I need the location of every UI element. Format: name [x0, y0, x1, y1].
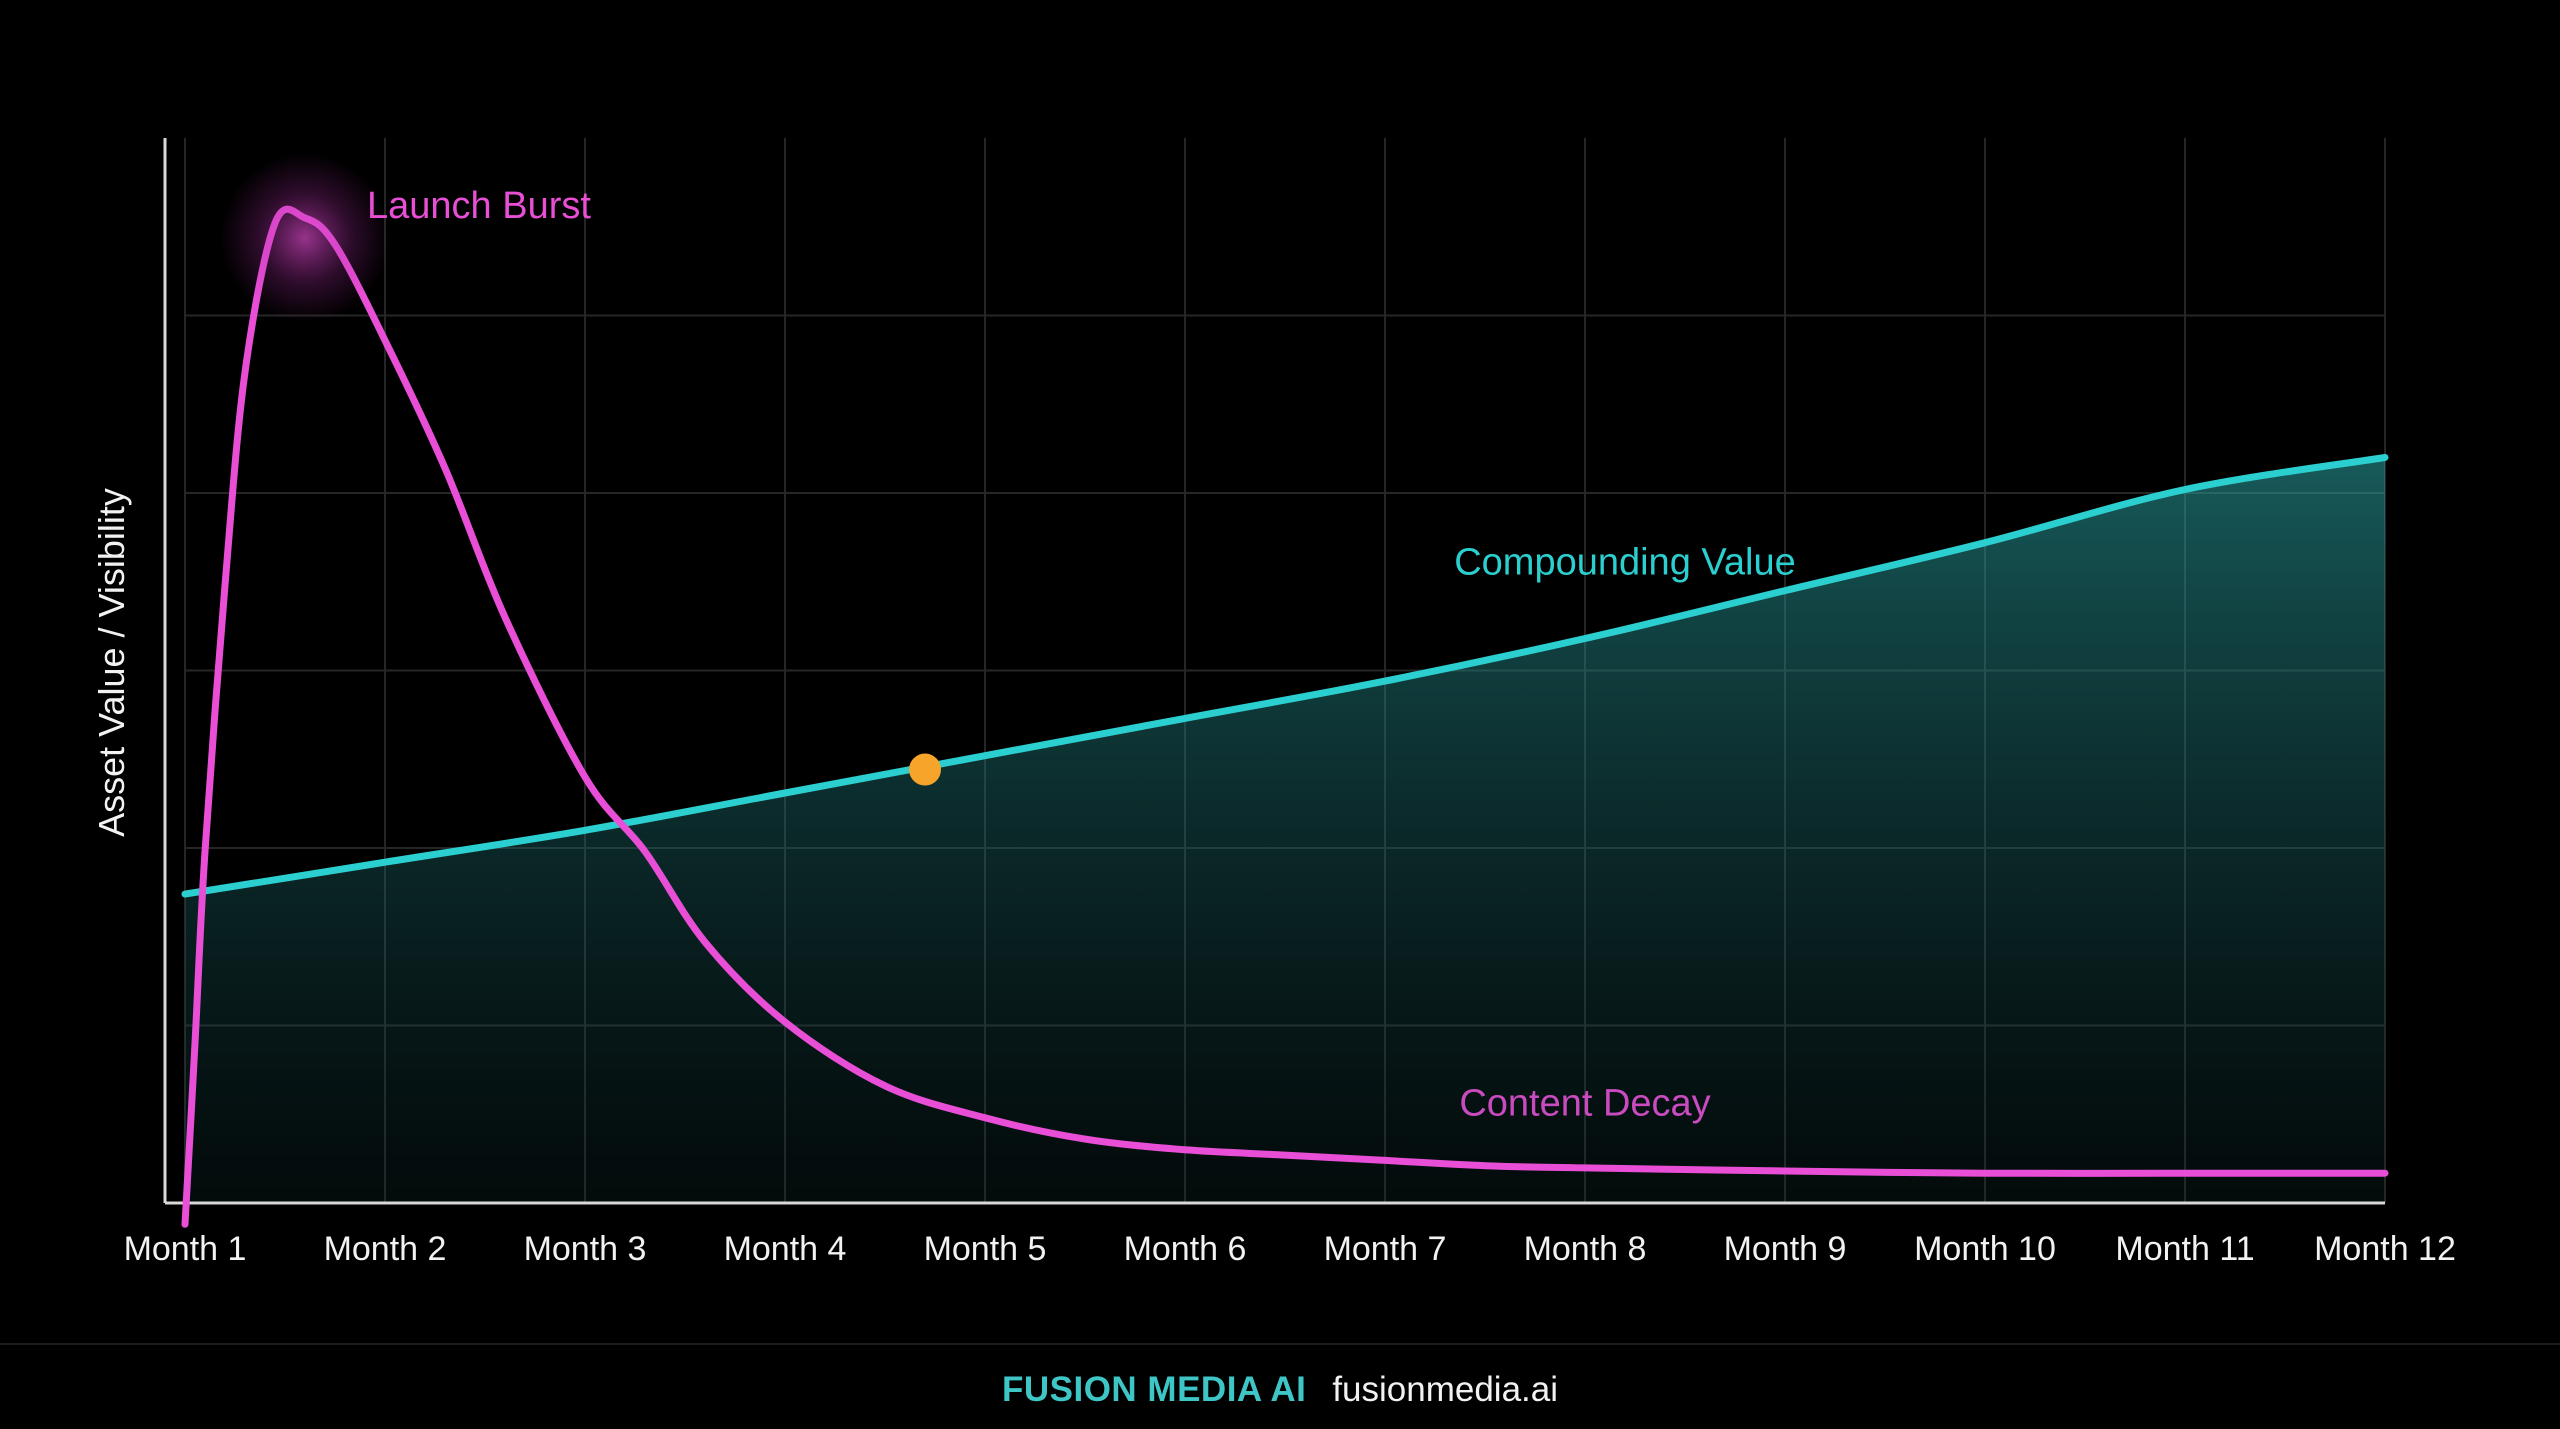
x-tick-label: Month 5 — [924, 1230, 1047, 1268]
compounding-value-area — [185, 457, 2385, 1203]
footer: FUSION MEDIA AI fusionmedia.ai — [0, 1365, 2560, 1415]
x-tick-label: Month 1 — [124, 1230, 247, 1268]
chart-marks — [220, 152, 941, 786]
content-decay-line — [181, 205, 2389, 1228]
chart-labels: Month 1 Month 2 Month 3 Month 4 Month 5 Month… — [91, 185, 2456, 1268]
brand-name: FUSION MEDIA AI — [1001, 1370, 1307, 1409]
axes — [163, 138, 2385, 1205]
x-tick-label: Month 8 — [1524, 1230, 1647, 1268]
site-url[interactable]: fusionmedia.ai — [1332, 1370, 1559, 1409]
y-axis-label: Asset Value / Visibility — [91, 488, 132, 837]
x-tick-label: Month 7 — [1324, 1230, 1447, 1268]
x-tick-label: Month 12 — [2314, 1230, 2456, 1268]
annotation-label: Content Decay — [1459, 1083, 1710, 1125]
highlight-point — [909, 753, 941, 786]
chart-area: Month 1 Month 2 Month 3 Month 4 Month 5 Month… — [91, 138, 2456, 1268]
x-tick-label: Month 9 — [1724, 1230, 1847, 1268]
annotation-label: Launch Burst — [367, 185, 591, 227]
series-lines — [181, 205, 2389, 1228]
x-tick-label: Month 10 — [1914, 1230, 2056, 1268]
launch-burst-glow — [220, 152, 390, 323]
compounding-value-line — [181, 454, 2389, 898]
x-tick-label: Month 2 — [324, 1230, 447, 1268]
x-tick-label: Month 11 — [2115, 1230, 2254, 1268]
x-tick-label: Month 4 — [724, 1230, 847, 1268]
annotation-label: Compounding Value — [1454, 542, 1796, 584]
x-tick-label: Month 6 — [1124, 1230, 1247, 1268]
footer-divider — [0, 1343, 2560, 1345]
x-tick-label: Month 3 — [524, 1230, 647, 1268]
area-fills — [185, 457, 2385, 1203]
